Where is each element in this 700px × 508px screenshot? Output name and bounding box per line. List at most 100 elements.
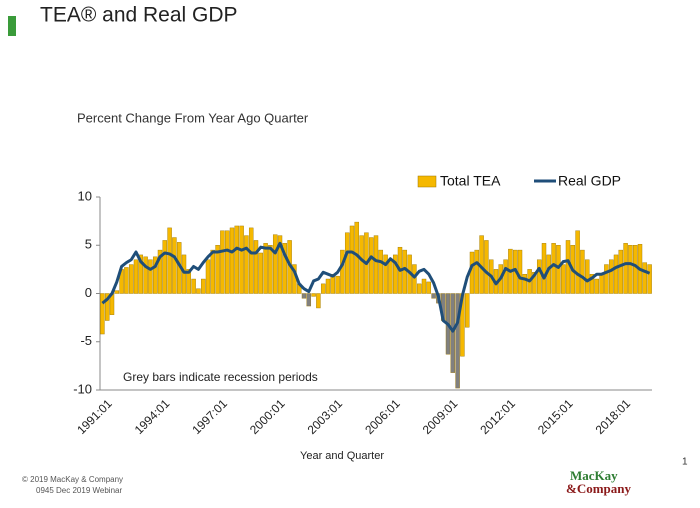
bar	[128, 264, 134, 294]
bar	[316, 293, 321, 309]
x-tick-label: 2000:01	[247, 396, 288, 437]
bar	[148, 259, 153, 294]
bar	[124, 267, 129, 294]
bar	[143, 256, 148, 294]
event: 0945 Dec 2019 Webinar	[36, 486, 122, 495]
legend-swatch	[417, 175, 437, 188]
bar	[138, 254, 144, 294]
bar	[556, 245, 561, 294]
line	[101, 241, 651, 333]
bar	[416, 283, 422, 294]
bar	[133, 259, 139, 294]
bar	[532, 272, 537, 294]
bar	[186, 269, 192, 294]
bar	[349, 225, 355, 294]
bar	[282, 243, 288, 294]
bar	[301, 293, 307, 299]
x-tick-label: 1991:01	[74, 396, 115, 437]
bar	[402, 249, 408, 294]
x-tick-label: 2009:01	[420, 396, 461, 437]
bar	[229, 227, 235, 294]
bar	[373, 235, 379, 294]
bar	[368, 237, 374, 294]
bar	[157, 249, 163, 294]
logo: MacKay	[570, 468, 618, 483]
bar	[541, 243, 547, 294]
bar	[618, 249, 624, 294]
bar	[623, 243, 628, 294]
bar	[359, 235, 364, 294]
x-tick-label: 2018:01	[593, 396, 634, 437]
bar	[320, 283, 326, 294]
bar	[560, 264, 566, 294]
y-tick-label: 10	[78, 188, 92, 203]
bar	[580, 249, 585, 294]
bar	[608, 259, 614, 294]
bar	[220, 230, 225, 294]
bar	[484, 240, 489, 294]
x-axis-label: Year and Quarter	[300, 450, 384, 462]
x-tick-label: 2012:01	[477, 396, 518, 437]
bar	[248, 227, 254, 294]
bar	[244, 235, 249, 294]
bar	[450, 293, 456, 373]
bar	[152, 256, 158, 294]
legend-label: Total TEA	[440, 173, 501, 189]
bar	[628, 245, 633, 294]
bar	[378, 249, 384, 294]
bar	[325, 278, 331, 294]
bar	[114, 290, 120, 294]
bar	[575, 230, 580, 294]
bar	[253, 240, 259, 294]
x-tick-label: 2006:01	[362, 396, 403, 437]
legend-label: Real GDP	[558, 173, 621, 189]
bar	[426, 281, 432, 294]
bar	[565, 240, 571, 294]
logo: &Company	[566, 481, 632, 496]
bar	[258, 252, 264, 294]
bar	[421, 278, 427, 294]
bar	[162, 240, 168, 294]
bar	[172, 237, 177, 294]
bar	[311, 293, 316, 297]
bar	[412, 264, 417, 294]
bar	[181, 254, 187, 294]
x-tick-label: 1994:01	[132, 396, 173, 437]
bar	[613, 254, 619, 294]
bar	[642, 262, 648, 294]
bar	[388, 259, 393, 294]
bar	[306, 293, 312, 307]
chart-subtitle: Percent Change From Year Ago Quarter	[77, 110, 309, 125]
bar	[196, 288, 201, 294]
y-tick-label: -5	[80, 333, 92, 348]
bar	[594, 278, 600, 294]
annotation: Grey bars indicate recession periods	[123, 370, 318, 384]
bar	[536, 259, 542, 294]
x-tick-label: 2015:01	[535, 396, 576, 437]
accent-bar	[8, 16, 16, 36]
bar	[604, 264, 609, 294]
bar	[647, 264, 652, 294]
bar	[167, 227, 172, 294]
bar	[383, 254, 388, 294]
bar	[272, 234, 278, 294]
bar	[224, 230, 230, 294]
bar	[599, 274, 604, 294]
bar	[392, 254, 398, 294]
bar	[335, 275, 340, 294]
bar	[584, 259, 590, 294]
copyright: © 2019 MacKay & Company	[22, 475, 123, 484]
bar	[277, 235, 283, 294]
bar	[632, 245, 638, 294]
y-tick-label: -10	[73, 381, 92, 396]
bar	[464, 293, 470, 328]
bar	[344, 232, 350, 294]
bar	[239, 225, 244, 294]
slide-title: TEA® and Real GDP	[40, 4, 238, 27]
bar	[522, 274, 528, 294]
bar	[431, 293, 436, 299]
bar	[215, 245, 220, 294]
y-tick-label: 5	[85, 237, 92, 252]
x-tick-label: 1997:01	[189, 396, 230, 437]
